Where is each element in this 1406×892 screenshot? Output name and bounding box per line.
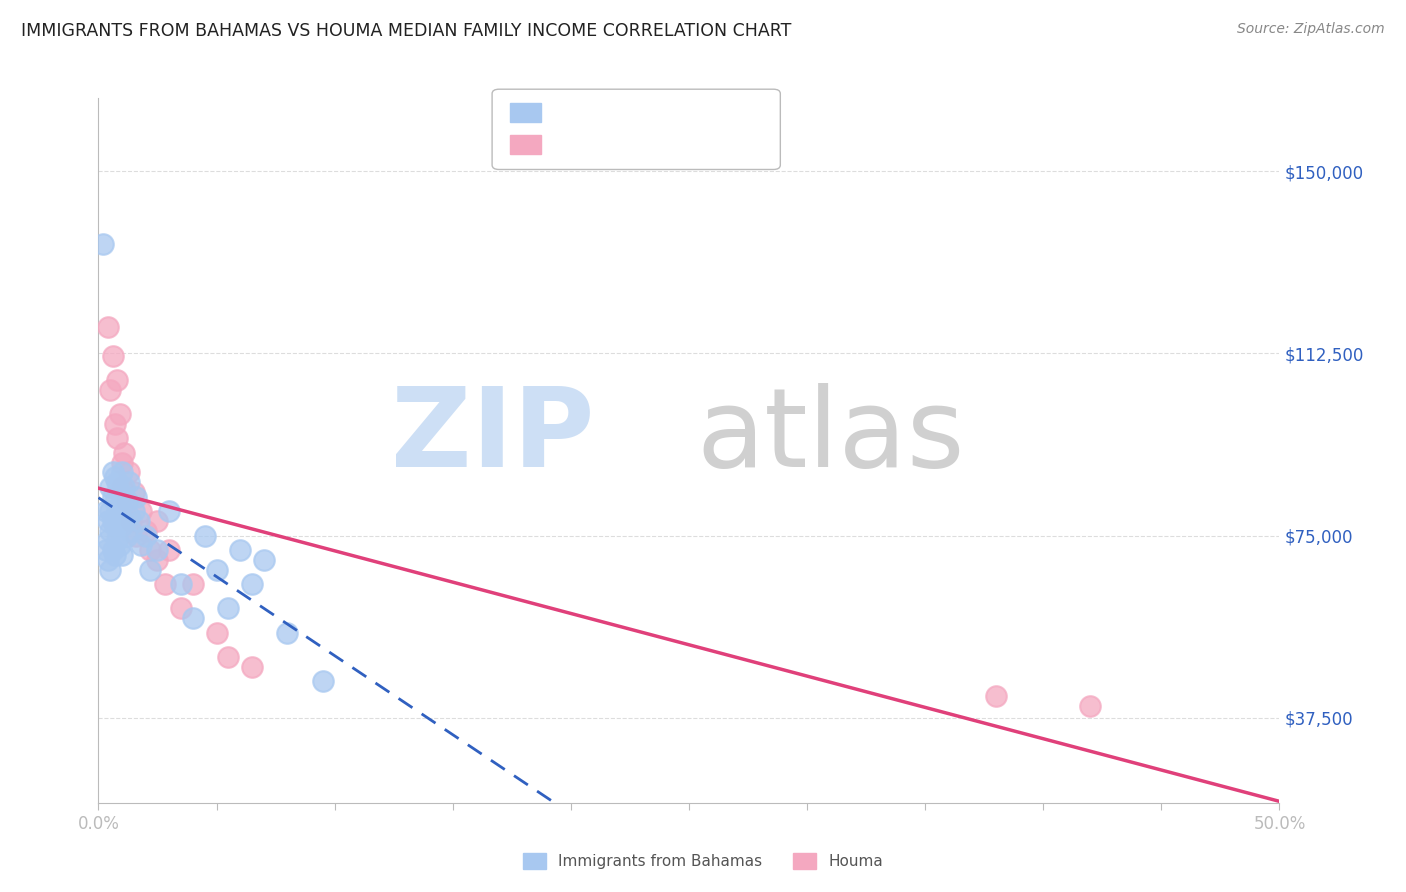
Point	[122, 484, 145, 499]
Point	[98, 562, 121, 576]
Point	[111, 548, 134, 562]
Text: N =: N =	[654, 136, 702, 154]
Point	[217, 650, 239, 665]
Text: R =: R =	[553, 136, 589, 154]
Point	[115, 528, 138, 542]
Point	[104, 548, 127, 562]
Text: IMMIGRANTS FROM BAHAMAS VS HOUMA MEDIAN FAMILY INCOME CORRELATION CHART: IMMIGRANTS FROM BAHAMAS VS HOUMA MEDIAN …	[21, 22, 792, 40]
Point	[112, 480, 135, 494]
Point	[125, 528, 148, 542]
Point	[312, 674, 335, 689]
Point	[111, 480, 134, 494]
Point	[135, 528, 157, 542]
Point	[108, 509, 131, 524]
Point	[181, 577, 204, 591]
Point	[98, 383, 121, 397]
Text: N =: N =	[654, 104, 702, 122]
Point	[146, 514, 169, 528]
Point	[108, 538, 131, 552]
Point	[157, 504, 180, 518]
Point	[97, 553, 120, 567]
Point	[108, 407, 131, 421]
Point	[194, 528, 217, 542]
Point	[146, 553, 169, 567]
Point	[91, 236, 114, 251]
Point	[111, 456, 134, 470]
Point	[157, 543, 180, 558]
Text: 53: 53	[700, 104, 723, 122]
Point	[129, 538, 152, 552]
Point	[101, 514, 124, 528]
Point	[104, 470, 127, 484]
Point	[115, 494, 138, 508]
Point	[118, 509, 141, 524]
Point	[104, 417, 127, 431]
Point	[118, 475, 141, 489]
Text: Source: ZipAtlas.com: Source: ZipAtlas.com	[1237, 22, 1385, 37]
Text: 29: 29	[700, 136, 724, 154]
Point	[108, 484, 131, 499]
Point	[97, 533, 120, 548]
Point	[984, 689, 1007, 703]
Point	[153, 577, 176, 591]
Point	[146, 543, 169, 558]
Legend: Immigrants from Bahamas, Houma: Immigrants from Bahamas, Houma	[517, 847, 889, 875]
Point	[112, 446, 135, 460]
Point	[240, 659, 263, 673]
Point	[121, 524, 143, 538]
Point	[118, 466, 141, 480]
Point	[101, 466, 124, 480]
Point	[97, 319, 120, 334]
Text: atlas: atlas	[696, 383, 965, 490]
Point	[135, 524, 157, 538]
Point	[111, 466, 134, 480]
Point	[94, 543, 117, 558]
Point	[253, 553, 276, 567]
Text: ZIP: ZIP	[391, 383, 595, 490]
Point	[229, 543, 252, 558]
Point	[170, 601, 193, 615]
Point	[98, 524, 121, 538]
Point	[101, 490, 124, 504]
Point	[170, 577, 193, 591]
Point	[104, 518, 127, 533]
Point	[139, 562, 162, 576]
Point	[181, 611, 204, 625]
Point	[105, 431, 128, 445]
Point	[111, 518, 134, 533]
Point	[98, 504, 121, 518]
Point	[1080, 698, 1102, 713]
Point	[105, 533, 128, 548]
Text: -0.080: -0.080	[588, 104, 647, 122]
Point	[115, 494, 138, 508]
Point	[128, 514, 150, 528]
Point	[205, 625, 228, 640]
Point	[104, 494, 127, 508]
Point	[111, 490, 134, 504]
Point	[276, 625, 298, 640]
Point	[121, 514, 143, 528]
Point	[112, 514, 135, 528]
Point	[217, 601, 239, 615]
Point	[105, 475, 128, 489]
Point	[125, 490, 148, 504]
Point	[97, 514, 120, 528]
Text: R =: R =	[553, 104, 589, 122]
Point	[98, 480, 121, 494]
Point	[105, 373, 128, 387]
Point	[101, 543, 124, 558]
Point	[122, 504, 145, 518]
Point	[101, 349, 124, 363]
Point	[105, 504, 128, 518]
Point	[240, 577, 263, 591]
Point	[94, 504, 117, 518]
Point	[139, 543, 162, 558]
Point	[129, 504, 152, 518]
Text: -0.678: -0.678	[588, 136, 647, 154]
Point	[205, 562, 228, 576]
